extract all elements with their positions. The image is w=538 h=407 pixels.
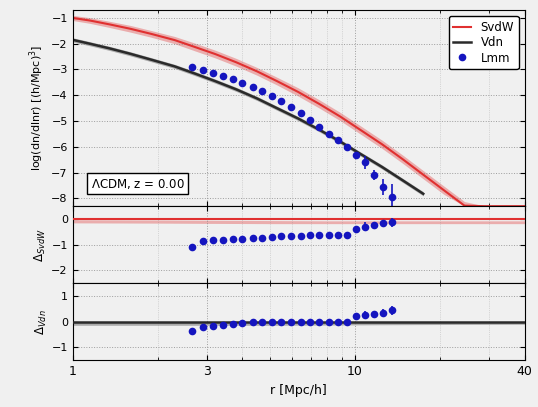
- Y-axis label: log(dn/dlnr) [(h/Mpc)$^3$]: log(dn/dlnr) [(h/Mpc)$^3$]: [27, 45, 46, 171]
- Legend: SvdW, Vdn, Lmm: SvdW, Vdn, Lmm: [449, 16, 519, 69]
- X-axis label: r [Mpc/h]: r [Mpc/h]: [270, 384, 327, 396]
- Y-axis label: $\Delta_{Vdn}$: $\Delta_{Vdn}$: [33, 309, 48, 335]
- Text: $\Lambda$CDM, z = 0.00: $\Lambda$CDM, z = 0.00: [91, 177, 185, 190]
- Y-axis label: $\Delta_{SvdW}$: $\Delta_{SvdW}$: [33, 228, 48, 262]
